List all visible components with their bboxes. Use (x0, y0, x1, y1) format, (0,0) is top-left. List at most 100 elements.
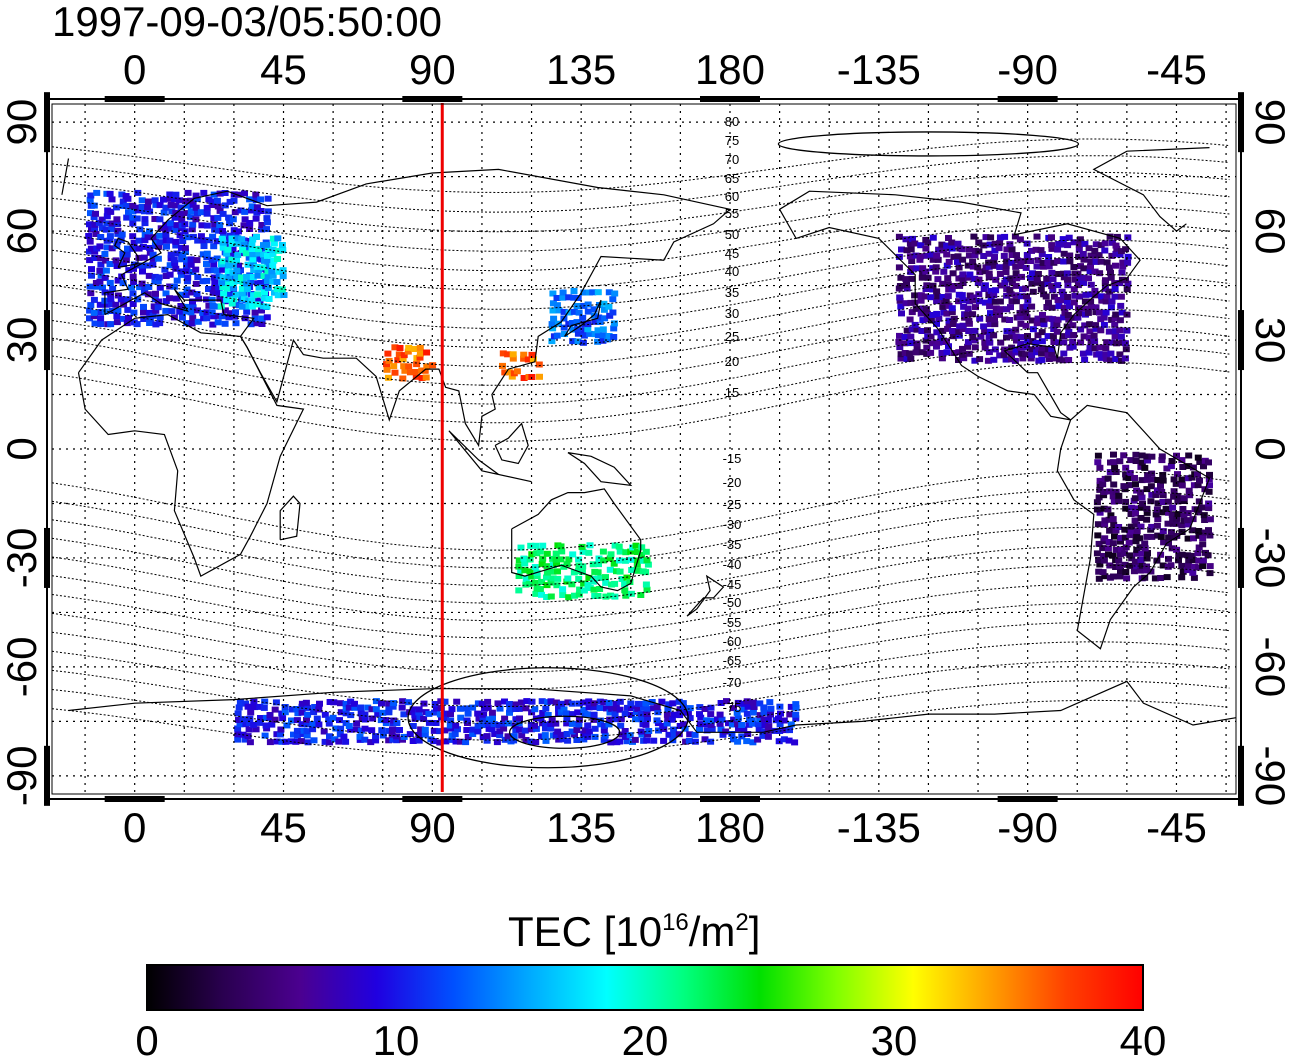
top-lon-label: -135 (837, 46, 921, 93)
tec-cell (177, 210, 185, 217)
mag-contour-line (51, 361, 1230, 442)
tec-cell (250, 292, 258, 299)
colorbar-ticks: 0 10 20 30 40 (135, 1017, 1166, 1057)
left-frame-tick (44, 310, 50, 371)
tec-cell (251, 315, 259, 322)
tec-cell (903, 247, 911, 254)
tec-cell (234, 725, 242, 732)
tec-cell (543, 594, 551, 600)
tec-cell (738, 722, 746, 728)
tec-cell (226, 198, 234, 205)
tec-cell (248, 203, 256, 210)
tec-cell (109, 285, 117, 292)
tec-cell (1102, 277, 1109, 284)
tec-cell (1116, 458, 1124, 465)
map-area: 8075706560555045403530252015-15-20-25-30… (44, 92, 1244, 806)
tec-cell (258, 222, 266, 228)
tec-cell (1110, 498, 1118, 505)
tec-cell (1048, 269, 1056, 276)
tec-cell (575, 556, 583, 563)
tec-cell (1038, 350, 1046, 357)
tec-cell (1167, 562, 1175, 569)
tec-cell (921, 293, 929, 300)
tec-cell (764, 733, 772, 740)
tec-cell (1096, 344, 1104, 351)
tec-cell (539, 555, 547, 562)
tec-cell (112, 204, 120, 211)
tec-cell (1006, 241, 1014, 248)
tec-cell (929, 282, 937, 289)
tec-cell (1116, 251, 1124, 258)
tec-cell (140, 316, 148, 322)
tec-cell (187, 261, 195, 268)
bottom-lon-label: -45 (1146, 804, 1207, 851)
tec-cell (684, 709, 692, 716)
tec-cell (509, 355, 517, 362)
left-lat-label: 0 (0, 437, 45, 460)
tec-cell (660, 726, 668, 732)
tec-cell (264, 252, 271, 259)
tec-cell (628, 567, 636, 573)
tec-cell (927, 294, 935, 301)
tec-cell (580, 289, 588, 296)
tec-cell (433, 705, 440, 712)
tec-cell (1023, 240, 1031, 247)
tec-cell (602, 579, 610, 586)
tec-cell (594, 289, 602, 296)
tec-cell (1152, 511, 1160, 518)
tec-cell (1003, 246, 1011, 253)
tec-cell (1159, 509, 1167, 516)
tec-cell (235, 716, 242, 723)
tec-cell (991, 247, 999, 254)
tec-cell (971, 357, 979, 364)
tec-cell (430, 727, 438, 734)
tec-cell (167, 251, 175, 258)
tec-cell (580, 706, 588, 713)
tec-cell (456, 738, 464, 745)
tec-cell (538, 578, 546, 585)
tec-cell (178, 314, 186, 321)
tec-cell (452, 738, 460, 745)
tec-cell (1076, 293, 1083, 300)
tec-cell (605, 699, 613, 706)
tec-cell (1081, 240, 1089, 247)
tec-cell (940, 268, 948, 275)
tec-cell (1141, 464, 1149, 471)
tec-cell (755, 726, 763, 733)
tec-cell (980, 253, 988, 259)
tec-cell (600, 727, 608, 734)
tec-cell (253, 204, 261, 211)
tec-cell (937, 334, 945, 341)
tec-cell (557, 543, 565, 550)
tec-cell (590, 306, 598, 313)
tec-cell (294, 710, 302, 717)
tec-cell (1144, 472, 1152, 479)
tec-cell (86, 196, 94, 203)
tec-cell (219, 258, 227, 265)
tec-cell (1008, 252, 1016, 258)
tec-cell (991, 240, 999, 247)
tec-cell (1180, 495, 1188, 502)
tec-cell (1109, 540, 1117, 547)
tec-cell (421, 367, 429, 374)
tec-cell (1087, 281, 1095, 288)
tec-cell (234, 710, 242, 717)
tec-cell (1117, 538, 1124, 545)
tec-cell (716, 720, 724, 727)
tec-cell (248, 246, 256, 252)
tec-cell (1111, 293, 1119, 300)
tec-cell (156, 320, 164, 327)
tec-cell (176, 197, 184, 204)
tec-cell (520, 351, 528, 358)
tec-cell (990, 332, 998, 339)
tec-cell (463, 705, 470, 712)
tec-cell (520, 555, 528, 562)
tec-cell (1131, 495, 1139, 502)
bottom-frame-tick (402, 796, 463, 802)
tec-cell (1096, 464, 1104, 471)
tec-cell (269, 278, 277, 285)
mag-contour-line (51, 545, 1230, 622)
tec-cell (1101, 521, 1109, 528)
tec-cell (1111, 333, 1119, 340)
